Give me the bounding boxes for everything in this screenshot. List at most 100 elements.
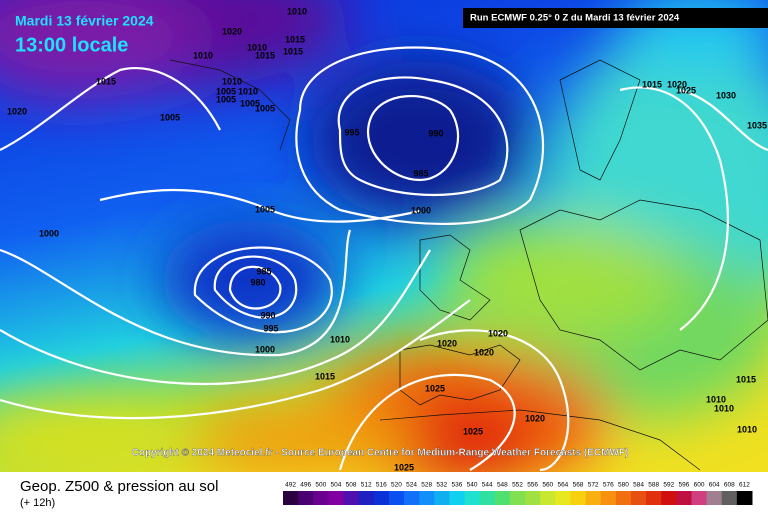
scale-swatch	[661, 491, 677, 505]
isobar-label: 1010	[193, 50, 213, 60]
time: 13:00 locale	[15, 34, 128, 56]
isobar-label: 1020	[222, 26, 242, 36]
scale-swatch	[419, 491, 435, 505]
color-scale: 492 496 500 504 508 512 516 520 524 528 532 536 540 5…	[283, 482, 753, 505]
scale-swatch	[509, 491, 526, 505]
scale-swatch	[555, 491, 571, 505]
run-box	[463, 8, 768, 28]
isobar-label: 1015	[736, 374, 756, 384]
isobar-label: 995	[344, 127, 359, 137]
scale-label: 544	[482, 482, 493, 489]
isobar-label: 1025	[425, 383, 445, 393]
scale-swatch	[646, 491, 662, 505]
scale-swatch	[721, 491, 738, 505]
scale-swatch	[570, 491, 587, 505]
scale-swatch	[600, 491, 617, 505]
scale-swatch	[615, 491, 632, 505]
isobar-label: 980	[250, 277, 265, 287]
isobar-label: 1035	[747, 120, 767, 130]
isobar-label: 1015	[315, 371, 335, 381]
isobar-label: 1025	[394, 462, 414, 472]
isobar-label: 1015	[255, 50, 275, 60]
isobar-label: 1005	[255, 204, 275, 214]
scale-label: 532	[436, 482, 447, 489]
isobar-label: 1005	[216, 94, 236, 104]
scale-label: 520	[391, 482, 402, 489]
scale-label: 576	[603, 482, 614, 489]
isobar-label: 1015	[642, 79, 662, 89]
scale-label: 536	[452, 482, 463, 489]
isobar-label: 995	[263, 323, 278, 333]
scale-swatch	[585, 491, 602, 505]
scale-swatch	[358, 491, 375, 505]
isobar-label: 1015	[285, 34, 305, 44]
scale-swatch	[630, 491, 647, 505]
scale-swatch	[676, 491, 692, 505]
coastlines	[169, 59, 768, 471]
isobar-label: 1005	[255, 103, 275, 113]
scale-swatch	[479, 491, 496, 505]
scale-swatch	[525, 491, 541, 505]
scale-swatch	[313, 491, 329, 505]
scale-label: 600	[694, 482, 705, 489]
isobar-label: 1005	[216, 86, 236, 96]
scale-label: 528	[421, 482, 432, 489]
isobar-label: 1020	[667, 79, 687, 89]
isobar-label: 1010	[287, 6, 307, 16]
scale-label: 592	[663, 482, 674, 489]
scale-label: 572	[588, 482, 599, 489]
scale-label: 564	[557, 482, 568, 489]
isobar-label: 1020	[437, 338, 457, 348]
scale-swatch	[404, 491, 420, 505]
scale-label: 584	[633, 482, 644, 489]
scale-label: 508	[346, 482, 357, 489]
isobar-label: 1020	[474, 347, 494, 357]
scale-swatch	[540, 491, 556, 505]
isobar-label: 985	[413, 168, 428, 178]
isobar-label: 990	[428, 128, 443, 138]
scale-label: 608	[724, 482, 735, 489]
copyright: Copyright © 2024 Meteociel.fr - Source E…	[132, 448, 629, 459]
scale-label: 512	[361, 482, 372, 489]
scale-label: 552	[512, 482, 523, 489]
forecast-lead: (+ 12h)	[20, 497, 55, 509]
scale-label: 496	[300, 482, 311, 489]
scale-label: 504	[331, 482, 342, 489]
scale-label: 492	[285, 482, 296, 489]
scale-label: 604	[709, 482, 720, 489]
isobar-label: 1015	[96, 76, 116, 86]
scale-swatch	[706, 491, 723, 505]
scale-label: 568	[573, 482, 584, 489]
isobar-label: 1010	[737, 424, 757, 434]
scale-swatch	[373, 491, 390, 505]
isobar-label: 1005	[160, 112, 180, 122]
footer-title: Geop. Z500 & pression au sol	[20, 478, 218, 495]
run-info: Run ECMWF 0.25° 0 Z du Mardi 13 février …	[470, 13, 680, 24]
scale-label: 516	[376, 482, 387, 489]
isobar-label: 1010	[222, 76, 242, 86]
isobar-label: 1010	[330, 334, 350, 344]
isobar-label: 1020	[525, 413, 545, 423]
date: Mardi 13 février 2024	[15, 13, 154, 29]
isobar-label: 1020	[7, 106, 27, 116]
scale-label: 556	[527, 482, 538, 489]
isobar-label: 1015	[283, 46, 303, 56]
scale-swatch	[343, 491, 360, 505]
isobar-label: 1010	[247, 42, 267, 52]
isobar-label: 990	[260, 310, 275, 320]
isobar-label: 1010	[706, 394, 726, 404]
isobar-label: 1030	[716, 90, 736, 100]
scale-swatch	[298, 491, 314, 505]
scale-label: 588	[648, 482, 659, 489]
isobar-label: 1010	[238, 86, 258, 96]
scale-swatch	[388, 491, 405, 505]
scale-label: 612	[739, 482, 750, 489]
isobar-label: 1010	[714, 403, 734, 413]
scale-swatch	[283, 491, 299, 505]
isobar-label: 1020	[488, 328, 508, 338]
isobars	[0, 46, 768, 472]
isobar-label: 1025	[676, 85, 696, 95]
scale-swatch	[464, 491, 481, 505]
